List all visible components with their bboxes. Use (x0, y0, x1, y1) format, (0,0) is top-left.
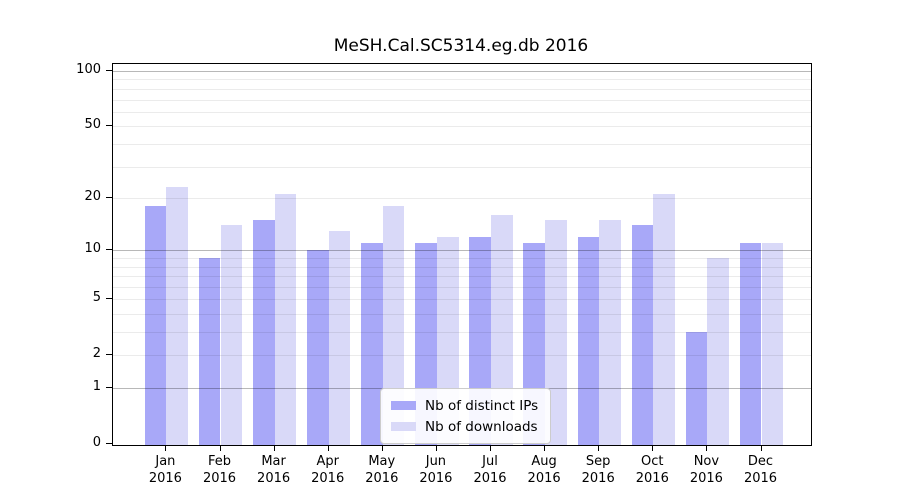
x-tick-mark-may (381, 446, 383, 451)
gridline-y-2 (113, 355, 811, 357)
bar-downloads-mar (274, 194, 297, 445)
x-tick-label-mar: Mar 2016 (257, 454, 291, 486)
x-tick-label-may: May 2016 (365, 454, 399, 486)
x-tick-mark-apr (327, 446, 329, 451)
gridline-y-8 (113, 266, 811, 268)
x-tick-mark-dec (760, 446, 762, 451)
legend-swatch-downloads (391, 422, 416, 431)
gridline-y-100 (113, 70, 811, 72)
x-tick-label-nov: Nov 2016 (689, 454, 723, 486)
gridline-y-4 (113, 314, 811, 316)
x-tick-mark-sep (598, 446, 600, 451)
y-tick-mark-50 (106, 125, 112, 127)
x-tick-label-oct: Oct 2016 (635, 454, 669, 486)
bar-downloads-nov (707, 258, 730, 445)
bar-downloads-may (382, 206, 405, 445)
x-tick-mark-nov (706, 446, 708, 451)
y-tick-label-100: 100 (76, 61, 101, 77)
x-tick-mark-jul (490, 446, 491, 451)
x-tick-mark-feb (219, 446, 221, 451)
y-tick-mark-20 (106, 197, 112, 199)
x-tick-label-feb: Feb 2016 (202, 454, 237, 486)
gridline-y-5 (113, 299, 811, 301)
gridline-y-50 (113, 126, 811, 128)
bar-downloads-jul (491, 215, 513, 445)
gridline-y-70 (113, 99, 811, 101)
bar-distinct-ips-dec (739, 243, 762, 445)
x-tick-label-jan: Jan 2016 (148, 454, 182, 486)
y-tick-label-0: 0 (92, 435, 101, 451)
x-tick-label-jun: Jun 2016 (419, 454, 453, 486)
y-tick-label-20: 20 (84, 189, 101, 205)
y-tick-label-2: 2 (92, 346, 101, 362)
bar-distinct-ips-apr (307, 250, 329, 445)
gridline-y-9 (113, 258, 811, 260)
x-tick-label-aug: Aug 2016 (527, 454, 561, 486)
y-tick-label-50: 50 (84, 117, 101, 133)
x-tick-label-apr: Apr 2016 (311, 454, 345, 486)
legend: Nb of distinct IPs Nb of downloads (380, 388, 552, 444)
gridline-y-7 (113, 276, 811, 278)
bar-downloads-jan (166, 187, 189, 445)
gridline-y-20 (113, 198, 811, 200)
legend-swatch-distinct-ips (391, 401, 416, 410)
bar-downloads-apr (328, 230, 351, 445)
plot-area: Nb of distinct IPs Nb of downloads (112, 63, 812, 446)
x-tick-label-sep: Sep 2016 (581, 454, 615, 486)
gridline-y-6 (113, 286, 811, 288)
bar-distinct-ips-mar (252, 220, 275, 445)
x-tick-mark-oct (652, 446, 654, 451)
bar-downloads-feb (220, 225, 243, 445)
gridline-y-10 (113, 250, 811, 252)
gridline-y-30 (113, 166, 811, 168)
x-tick-label-dec: Dec 2016 (743, 454, 778, 486)
y-tick-label-1: 1 (92, 379, 101, 395)
y-tick-mark-10 (106, 249, 112, 251)
bar-distinct-ips-jan (144, 206, 167, 445)
legend-entry-downloads: Nb of downloads (391, 416, 538, 437)
gridline-y-60 (113, 111, 811, 113)
bar-distinct-ips-nov (685, 332, 708, 445)
y-tick-mark-100 (106, 69, 112, 71)
bar-distinct-ips-feb (198, 258, 221, 445)
bar-downloads-dec (761, 243, 784, 445)
bar-distinct-ips-oct (631, 225, 654, 445)
gridline-y-80 (113, 88, 811, 90)
gridline-y-40 (113, 143, 811, 145)
y-tick-label-10: 10 (84, 241, 101, 257)
x-tick-mark-aug (544, 446, 546, 451)
y-tick-mark-0 (106, 443, 112, 445)
bar-downloads-sep (599, 220, 621, 445)
chart-title: MeSH.Cal.SC5314.eg.db 2016 (333, 36, 589, 56)
gridline-y-90 (113, 79, 811, 81)
legend-label-distinct-ips: Nb of distinct IPs (425, 397, 539, 414)
x-tick-mark-jun (435, 446, 437, 451)
x-tick-mark-mar (273, 446, 275, 451)
legend-label-downloads: Nb of downloads (425, 418, 538, 435)
x-tick-mark-jan (165, 446, 167, 451)
x-tick-label-jul: Jul 2016 (473, 454, 507, 486)
legend-entry-distinct-ips: Nb of distinct IPs (391, 395, 538, 416)
bar-distinct-ips-may (361, 243, 383, 445)
bar-downloads-aug (545, 220, 567, 445)
gridline-y-3 (113, 332, 811, 334)
y-tick-label-5: 5 (92, 290, 101, 306)
bar-downloads-oct (653, 194, 675, 445)
y-tick-mark-1 (106, 387, 112, 389)
y-tick-mark-5 (106, 298, 112, 300)
y-tick-mark-2 (106, 354, 112, 356)
bar-distinct-ips-sep (577, 236, 600, 445)
